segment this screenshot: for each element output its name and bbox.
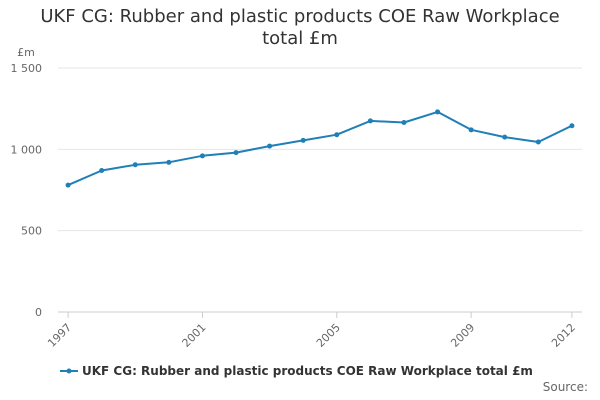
legend[interactable]: UKF CG: Rubber and plastic products COE … <box>60 364 533 378</box>
data-point <box>401 119 407 125</box>
x-tick-label: 2001 <box>180 321 209 350</box>
grid-layer <box>58 67 582 313</box>
x-tick-label: 2005 <box>314 321 343 350</box>
legend-series-label: UKF CG: Rubber and plastic products COE … <box>82 364 533 378</box>
series-layer <box>65 109 575 188</box>
data-point <box>435 109 441 115</box>
axis-layer: 0 500 1 000 1 500 1997 2001 2005 2009 2012 <box>11 62 582 350</box>
data-point <box>166 159 172 165</box>
source-label: Source: <box>542 380 588 394</box>
data-point <box>334 132 340 138</box>
data-point <box>199 153 205 159</box>
y-axis-label: £m <box>17 46 35 59</box>
data-point <box>569 123 575 129</box>
data-point <box>468 127 474 133</box>
data-point <box>132 162 138 168</box>
data-point <box>99 167 105 173</box>
chart-title: UKF CG: Rubber and plastic products COE … <box>0 6 600 50</box>
data-point <box>535 139 541 145</box>
legend-line-marker-icon <box>60 368 78 374</box>
x-tick-label: 2009 <box>448 321 477 350</box>
y-tick-label: 1 000 <box>11 143 43 156</box>
y-tick-label: 500 <box>21 225 42 238</box>
data-point <box>267 143 273 149</box>
data-point <box>367 118 373 124</box>
x-tick-label: 1997 <box>45 321 74 350</box>
chart-title-line-1: UKF CG: Rubber and plastic products COE … <box>40 6 560 27</box>
data-point <box>300 137 306 143</box>
chart-title-line-2: total £m <box>262 28 338 49</box>
x-tick-label: 2012 <box>549 321 578 350</box>
y-tick-label: 0 <box>35 306 42 319</box>
series-line <box>67 110 573 187</box>
y-tick-label: 1 500 <box>11 62 43 75</box>
data-point <box>233 150 239 156</box>
data-point <box>502 134 508 140</box>
data-point <box>65 182 71 188</box>
